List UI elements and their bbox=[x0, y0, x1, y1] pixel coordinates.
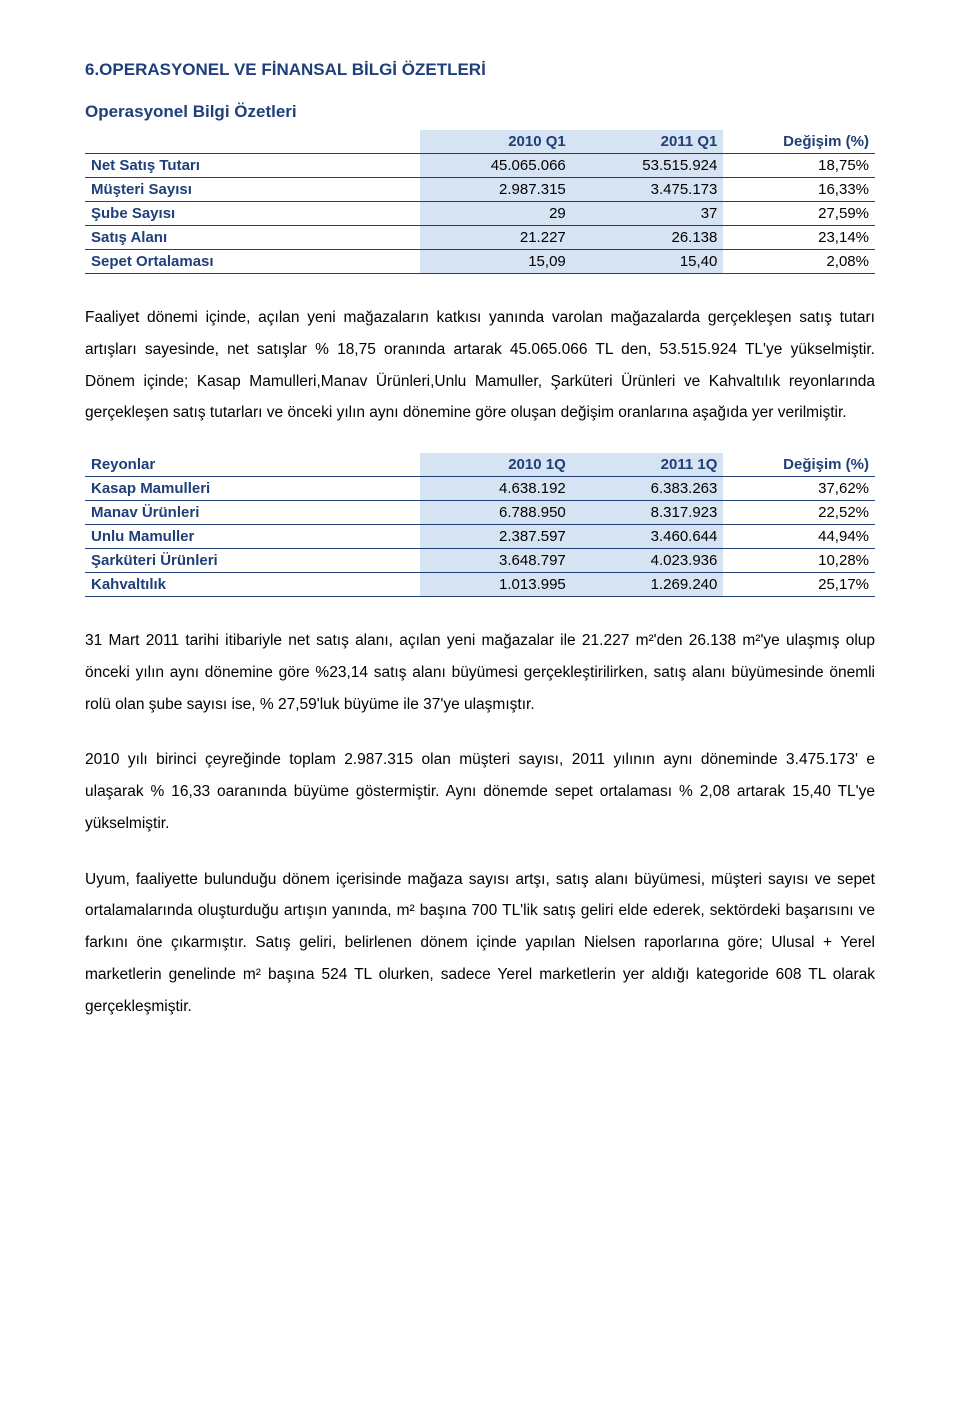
table-header: Değişim (%) bbox=[723, 130, 875, 154]
cell: 25,17% bbox=[723, 573, 875, 597]
paragraph-3: 2010 yılı birinci çeyreğinde toplam 2.98… bbox=[85, 744, 875, 839]
row-label: Unlu Mamuller bbox=[85, 525, 420, 549]
cell: 4.023.936 bbox=[572, 549, 724, 573]
cell: 6.383.263 bbox=[572, 477, 724, 501]
table-header: Reyonlar bbox=[85, 453, 420, 477]
cell: 16,33% bbox=[723, 178, 875, 202]
table-header: Değişim (%) bbox=[723, 453, 875, 477]
table-row: Satış Alanı 21.227 26.138 23,14% bbox=[85, 226, 875, 250]
cell: 37,62% bbox=[723, 477, 875, 501]
cell: 37 bbox=[572, 202, 724, 226]
row-label: Şube Sayısı bbox=[85, 202, 420, 226]
table-header: 2011 1Q bbox=[572, 453, 724, 477]
cell: 2,08% bbox=[723, 250, 875, 274]
table-header: 2010 1Q bbox=[420, 453, 572, 477]
section-title: 6.OPERASYONEL VE FİNANSAL BİLGİ ÖZETLERİ bbox=[85, 60, 875, 80]
cell: 15,40 bbox=[572, 250, 724, 274]
cell: 27,59% bbox=[723, 202, 875, 226]
cell: 22,52% bbox=[723, 501, 875, 525]
table-row: Unlu Mamuller 2.387.597 3.460.644 44,94% bbox=[85, 525, 875, 549]
row-label: Şarküteri Ürünleri bbox=[85, 549, 420, 573]
operational-summary-table: 2010 Q1 2011 Q1 Değişim (%) Net Satış Tu… bbox=[85, 130, 875, 274]
table-row: Manav Ürünleri 6.788.950 8.317.923 22,52… bbox=[85, 501, 875, 525]
paragraph-1: Faaliyet dönemi içinde, açılan yeni mağa… bbox=[85, 302, 875, 429]
cell: 3.460.644 bbox=[572, 525, 724, 549]
paragraph-4: Uyum, faaliyette bulunduğu dönem içerisi… bbox=[85, 864, 875, 1023]
cell: 44,94% bbox=[723, 525, 875, 549]
row-label: Sepet Ortalaması bbox=[85, 250, 420, 274]
row-label: Satış Alanı bbox=[85, 226, 420, 250]
cell: 21.227 bbox=[420, 226, 572, 250]
subsection-title: Operasyonel Bilgi Özetleri bbox=[85, 102, 875, 122]
department-sales-table: Reyonlar 2010 1Q 2011 1Q Değişim (%) Kas… bbox=[85, 453, 875, 597]
cell: 1.013.995 bbox=[420, 573, 572, 597]
cell: 45.065.066 bbox=[420, 154, 572, 178]
table-header: 2011 Q1 bbox=[572, 130, 724, 154]
cell: 1.269.240 bbox=[572, 573, 724, 597]
table-row: Net Satış Tutarı 45.065.066 53.515.924 1… bbox=[85, 154, 875, 178]
cell: 29 bbox=[420, 202, 572, 226]
cell: 3.648.797 bbox=[420, 549, 572, 573]
cell: 53.515.924 bbox=[572, 154, 724, 178]
cell: 23,14% bbox=[723, 226, 875, 250]
table-row: Şube Sayısı 29 37 27,59% bbox=[85, 202, 875, 226]
paragraph-2: 31 Mart 2011 tarihi itibariyle net satış… bbox=[85, 625, 875, 720]
row-label: Kasap Mamulleri bbox=[85, 477, 420, 501]
cell: 26.138 bbox=[572, 226, 724, 250]
cell: 2.987.315 bbox=[420, 178, 572, 202]
row-label: Manav Ürünleri bbox=[85, 501, 420, 525]
cell: 3.475.173 bbox=[572, 178, 724, 202]
cell: 2.387.597 bbox=[420, 525, 572, 549]
table-row: Kasap Mamulleri 4.638.192 6.383.263 37,6… bbox=[85, 477, 875, 501]
cell: 15,09 bbox=[420, 250, 572, 274]
table-row: Sepet Ortalaması 15,09 15,40 2,08% bbox=[85, 250, 875, 274]
table-row: Müşteri Sayısı 2.987.315 3.475.173 16,33… bbox=[85, 178, 875, 202]
table-row: Kahvaltılık 1.013.995 1.269.240 25,17% bbox=[85, 573, 875, 597]
cell: 10,28% bbox=[723, 549, 875, 573]
table-header: 2010 Q1 bbox=[420, 130, 572, 154]
cell: 18,75% bbox=[723, 154, 875, 178]
table-row: Şarküteri Ürünleri 3.648.797 4.023.936 1… bbox=[85, 549, 875, 573]
row-label: Kahvaltılık bbox=[85, 573, 420, 597]
row-label: Net Satış Tutarı bbox=[85, 154, 420, 178]
table-header bbox=[85, 130, 420, 154]
cell: 4.638.192 bbox=[420, 477, 572, 501]
cell: 6.788.950 bbox=[420, 501, 572, 525]
row-label: Müşteri Sayısı bbox=[85, 178, 420, 202]
cell: 8.317.923 bbox=[572, 501, 724, 525]
